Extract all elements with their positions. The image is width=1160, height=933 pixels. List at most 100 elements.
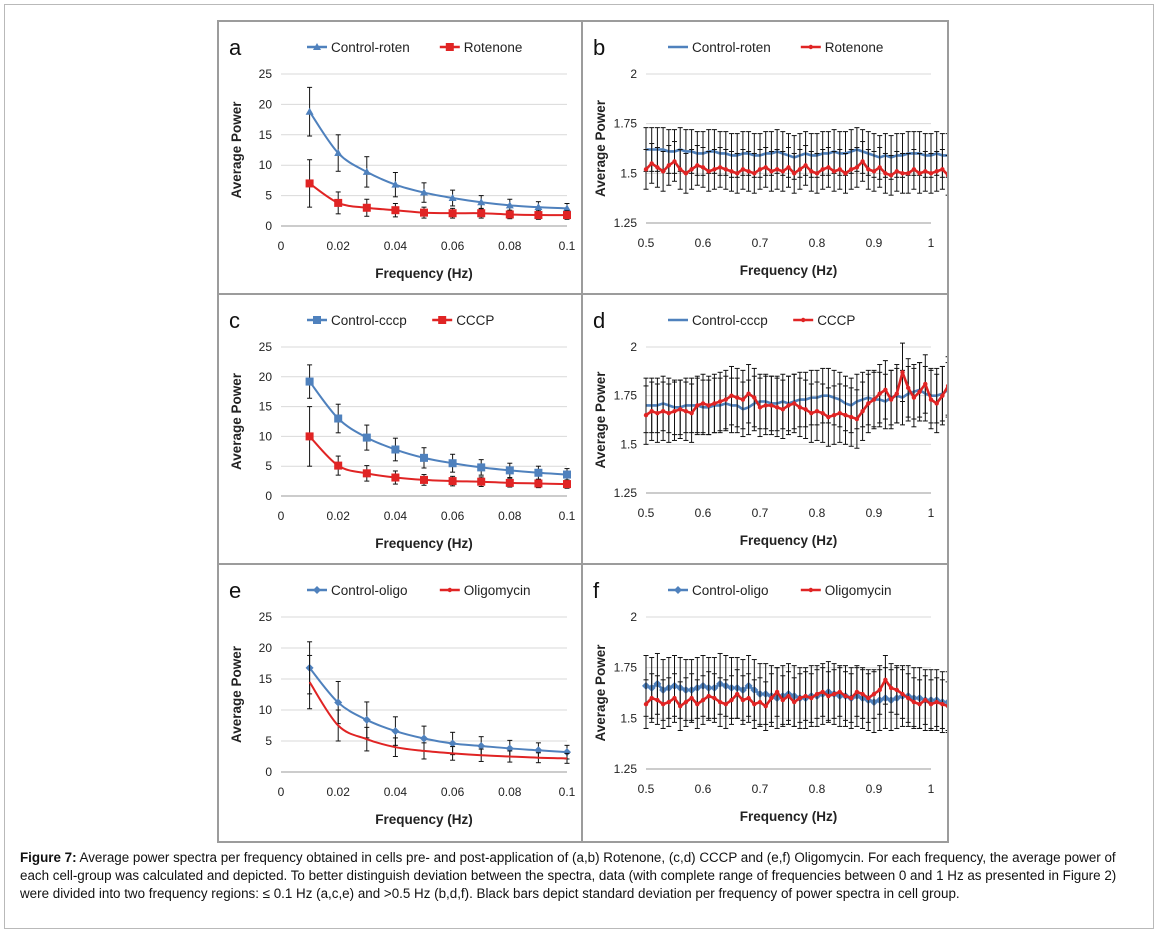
x-tick-label: 0.04 [384,509,408,523]
data-point [563,480,571,489]
data-point [906,171,911,176]
data-point [735,691,740,697]
y-tick-label: 10 [259,703,273,717]
y-tick-label: 1.75 [614,389,638,403]
error-bars [643,141,947,196]
data-point [740,167,746,172]
x-tick-label: 0 [278,509,285,523]
data-point [666,699,671,705]
data-point [849,167,854,172]
y-axis-title: Average Power [229,645,244,743]
data-point [700,401,706,406]
data-point [826,165,831,170]
data-point [940,701,945,707]
data-point [757,405,763,410]
panel-label: d [593,308,605,333]
data-point [643,701,649,707]
x-tick-label: 0.6 [695,236,712,250]
legend: Control-cccp CCCP [668,313,855,328]
data-point [700,697,706,703]
panel-d: d 1.25 1.5 1.75 2 0.5 0.6 0.7 0.8 0.9 1 Frequency (… [581,293,949,567]
data-point [814,409,820,414]
panel-a: a 0 5 10 15 20 25 0 0.02 0.04 0.06 0.08 0.1 Frequency… [217,20,585,297]
y-tick-label: 2 [630,67,637,81]
data-point [934,699,939,705]
data-point [649,695,654,701]
y-tick-label: 1.25 [614,486,638,500]
data-point [860,691,865,697]
data-point [854,416,860,422]
y-tick-label: 0 [265,489,272,503]
data-point [334,698,343,707]
x-tick-label: 0.06 [441,785,465,799]
data-point [769,403,774,408]
panel-label: c [229,308,240,333]
data-point [945,704,947,709]
data-point [477,209,486,218]
legend-swatch-marker [808,44,813,50]
x-tick-label: 0.5 [638,782,655,796]
series-line [308,435,568,486]
data-point [797,405,803,410]
data-point [792,699,797,705]
x-tick-label: 0.04 [384,785,408,799]
data-point [695,701,700,707]
legend-entry: Control-oligo [331,583,408,598]
data-point [860,409,865,414]
data-point [894,169,899,174]
data-point [843,171,848,176]
data-point [683,171,689,176]
x-tick-label: 0.5 [638,506,655,520]
data-point [712,695,717,701]
error-bars [307,364,570,482]
data-point [505,210,514,219]
y-tick-label: 20 [259,370,273,384]
data-point [843,693,848,699]
data-point [809,169,814,174]
data-point [928,701,934,707]
data-point [934,169,939,174]
data-point [448,477,457,486]
data-point [826,693,831,699]
caption-label: Figure 7: [20,850,77,865]
legend-entry: Control-cccp [692,313,768,328]
data-point [883,677,888,683]
data-point [678,167,683,172]
data-point [420,453,428,462]
y-tick-label: 10 [259,429,273,443]
y-tick-label: 25 [259,610,273,624]
x-tick-label: 0.8 [809,782,826,796]
data-point [780,169,785,174]
data-point [305,432,314,441]
data-point [940,167,945,172]
data-point [831,169,837,174]
x-tick-label: 0.7 [752,782,769,796]
x-tick-label: 0.1 [559,239,576,253]
legend-entry: Control-roten [692,40,771,55]
x-tick-label: 0.06 [441,239,465,253]
data-point [666,163,671,168]
legend-entry: Rotenone [464,40,523,55]
data-point [900,691,905,697]
series-line [308,681,568,760]
data-point [780,697,785,703]
panel-e: e 0 5 10 15 20 25 0 0.02 0.04 0.06 0.08 0.1 Frequency… [217,563,585,843]
chart-e: e 0 5 10 15 20 25 0 0.02 0.04 0.06 0.08 0.1 Frequency… [229,578,576,827]
legend-entry: Oligomycin [825,583,892,598]
x-tick-label: 0.6 [695,506,712,520]
panel-label: e [229,578,241,603]
data-point [940,393,945,398]
data-point [717,699,723,705]
series-line [309,182,568,217]
x-tick-label: 0.6 [695,782,712,796]
data-point [928,171,934,176]
data-point [906,695,911,701]
data-point [774,167,780,172]
data-point [723,167,728,172]
legend-entry: Control-roten [331,40,410,55]
data-point [729,169,734,174]
legend-swatch-marker [808,587,813,593]
y-axis-title: Average Power [593,371,608,469]
series-control-cccp [305,364,571,482]
data-point [923,381,928,387]
